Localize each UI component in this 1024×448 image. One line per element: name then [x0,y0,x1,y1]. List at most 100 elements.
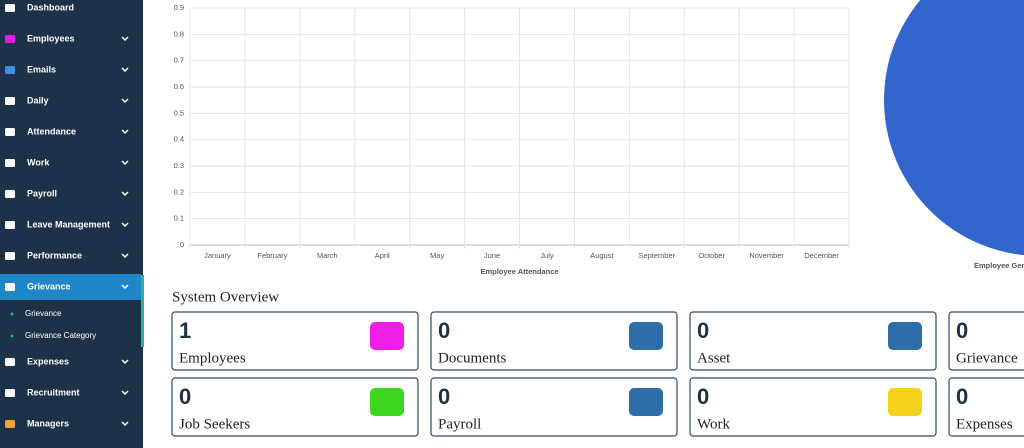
card-icon [370,388,404,416]
menu-item[interactable]: Emails [27,64,56,74]
chart-panel [160,0,860,285]
card-count: 0 [956,318,968,343]
chevron [121,98,129,104]
card[interactable] [430,311,678,371]
y-tick-label: 0.8 [174,29,184,38]
card[interactable] [948,311,1024,371]
card-count: 0 [697,318,709,343]
menu-item[interactable]: Employees [27,33,75,43]
card-icon [629,388,663,416]
y-tick-label: 0 [180,240,184,249]
card-label: Work [697,416,730,432]
chevron [121,284,129,290]
card-count: 0 [438,318,450,343]
y-tick-label: 0.7 [174,56,184,65]
chevron [121,129,129,135]
x-axis-label: Employee Attendance [480,267,558,276]
card-count: 0 [697,384,709,409]
menu-item[interactable]: Dashboard [27,2,74,12]
x-tick-label: November [749,251,784,260]
x-tick-label: April [375,251,390,260]
menu-icon [5,35,15,43]
pie-slice [884,0,1024,256]
x-tick-label: July [540,251,554,260]
menu-icon [5,221,15,229]
sidebar [0,0,143,448]
x-tick-label: February [257,251,287,260]
chevron [121,421,129,427]
card-label: Grievance [956,350,1018,366]
menu-icon [5,389,15,397]
y-tick-label: 0.1 [174,214,184,223]
menu-item[interactable]: Payroll [27,188,57,198]
card[interactable] [171,377,419,437]
card-count: 0 [179,384,191,409]
chevron [121,36,129,42]
menu-icon [5,190,15,198]
card[interactable] [948,377,1024,437]
chevron [121,191,129,197]
card-label: Payroll [438,416,481,432]
chevron [121,253,129,259]
card-icon [888,322,922,350]
x-tick-label: August [590,251,614,260]
card-label: Expenses [956,416,1013,432]
submenu-dot [10,312,14,316]
menu-item[interactable]: Expenses [27,356,69,366]
menu-icon [5,4,15,12]
menu-icon [5,159,15,167]
card[interactable] [689,377,937,437]
menu-item[interactable]: Work [27,157,50,167]
chevron [121,67,129,73]
submenu-item[interactable]: Grievance Category [25,331,96,340]
menu-active-bg [0,274,141,300]
menu-item[interactable]: Performance [27,250,82,260]
card-label: Asset [697,350,731,366]
card-label: Documents [438,350,506,366]
menu-item[interactable]: Grievance [27,281,71,291]
menu-icon [5,128,15,136]
card-count: 0 [438,384,450,409]
card[interactable] [689,311,937,371]
submenu-dot [10,334,14,338]
menu-icon [5,252,15,260]
menu-item[interactable]: Attendance [27,126,76,136]
section-title: System Overview [172,289,279,305]
submenu-item[interactable]: Grievance [25,309,62,318]
chevron [121,160,129,166]
card[interactable] [430,377,678,437]
y-tick-label: 0.3 [174,161,184,170]
menu-item[interactable]: Recruitment [27,387,80,397]
active-indicator [141,275,144,347]
y-tick-label: 0.4 [174,135,184,144]
card-icon [629,322,663,350]
menu-item[interactable]: Leave Management [27,219,110,229]
chevron [121,390,129,396]
y-tick-label: 0.2 [174,187,184,196]
x-tick-label: January [204,251,231,260]
menu-icon [5,66,15,74]
menu-icon [5,97,15,105]
menu-item[interactable]: Daily [27,95,49,105]
x-tick-label: May [430,251,444,260]
y-tick-label: 0.5 [174,108,184,117]
card-label: Employees [179,350,246,366]
x-tick-label: March [317,251,338,260]
card-count: 1 [179,318,191,343]
card[interactable] [171,311,419,371]
y-tick-label: 0.6 [174,82,184,91]
x-tick-label: December [804,251,839,260]
chevron [121,359,129,365]
menu-icon [5,420,15,428]
card-count: 0 [956,384,968,409]
card-icon [370,322,404,350]
menu-icon [5,358,15,366]
menu-item[interactable]: Managers [27,418,69,428]
card-label: Job Seekers [179,416,250,432]
card-icon [888,388,922,416]
y-tick-label: 0.9 [174,3,184,12]
chevron [121,222,129,228]
menu-icon [5,283,15,291]
pie-title: Employee Gen [974,261,1024,270]
